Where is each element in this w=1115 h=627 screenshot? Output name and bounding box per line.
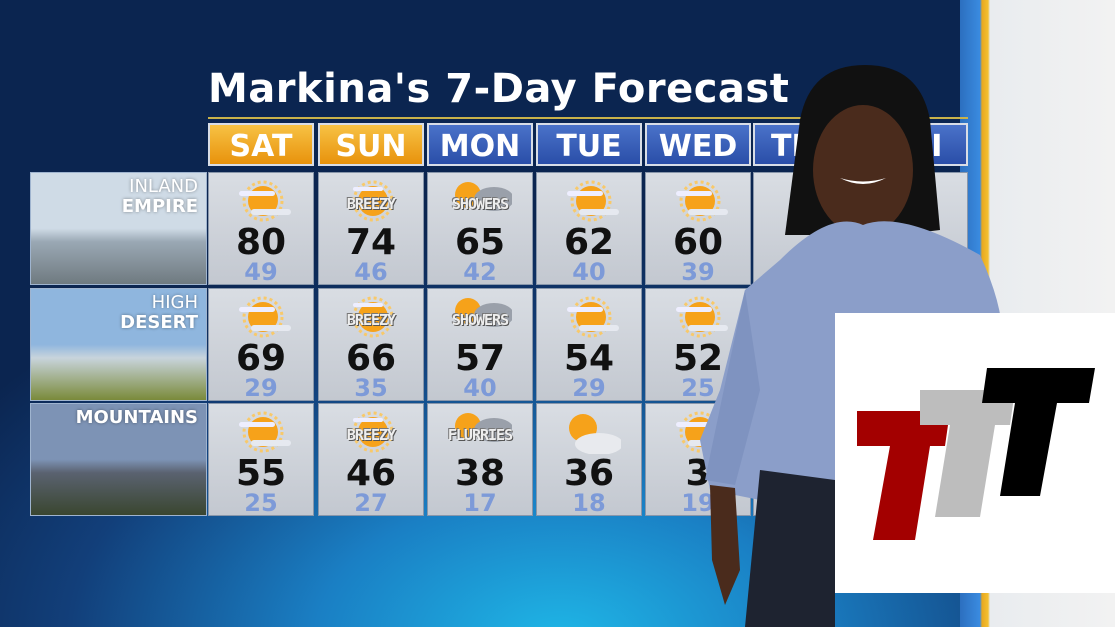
region-label: MOUNTAINS [76,408,198,428]
high-temp: 74 [345,222,397,263]
forecast-cell: BREEZY 66 35 [318,288,424,401]
forecast-cell: FLURRIES 38 17 [427,403,533,516]
region-high-desert: HIGH DESERT [30,288,207,401]
forecast-cell: 60 39 [645,172,751,285]
low-temp: 46 [354,258,388,286]
logo-gray-t [920,390,1015,517]
low-temp: 29 [572,374,606,402]
forecast-cell: 36 18 [536,403,642,516]
presenter-sleeve [705,290,760,485]
low-temp: 49 [244,258,278,286]
high-temp: 52 [672,338,724,379]
high-temp: 65 [454,222,506,263]
forecast-cell: SHOWERS 65 42 [427,172,533,285]
sun-clouds-icon [233,410,293,454]
breezy-sun-icon [343,179,403,223]
day-header-sat: SAT [208,123,314,166]
presenter-hand [710,485,740,605]
low-temp: 42 [463,258,497,286]
logo-black-t [982,368,1095,496]
breezy-sun-icon [343,295,403,339]
low-temp: 39 [681,258,715,286]
low-temp: 40 [572,258,606,286]
low-temp: 27 [354,489,388,517]
region-label-line2: EMPIRE [121,196,198,217]
sun-clouds-icon [561,179,621,223]
high-temp: 55 [235,453,287,494]
sun-clouds-icon [233,179,293,223]
high-temp: 60 [672,222,724,263]
region-label: INLAND EMPIRE [122,177,198,217]
region-label-line1: INLAND [129,176,198,197]
channel-logo [835,313,1115,593]
condition-label: BREEZY [346,311,396,329]
high-temp: 62 [563,222,615,263]
logo-red-t [857,411,950,540]
forecast-cell: 55 25 [208,403,314,516]
presenter-face [813,105,913,235]
region-label-line1: HIGH [151,292,198,313]
low-temp: 29 [244,374,278,402]
forecast-cell: 54 29 [536,288,642,401]
forecast-cell: BREEZY 46 27 [318,403,424,516]
sun-clouds-icon [233,295,293,339]
low-temp: 19 [681,489,715,517]
sun-clouds-icon [670,295,730,339]
high-temp: 38 [454,453,506,494]
condition-label: SHOWERS [451,311,509,329]
presenter-mouth [840,178,886,184]
presenter-pants [745,470,835,627]
title-divider [208,117,968,119]
high-temp: 80 [235,222,287,263]
forecast-cell: 80 49 [208,172,314,285]
breezy-sun-icon [343,410,403,454]
high-temp: 66 [345,338,397,379]
region-label: HIGH DESERT [120,293,198,333]
condition-label: FLURRIES [447,426,513,444]
high-temp: 57 [454,338,506,379]
low-temp: 18 [572,489,606,517]
low-temp: 25 [681,374,715,402]
day-header-wed: WED [645,123,751,166]
low-temp: 35 [354,374,388,402]
forecast-title: Markina's 7-Day Forecast [208,66,790,112]
region-label-line2: DESERT [120,312,198,333]
forecast-cell: 62 40 [536,172,642,285]
forecast-cell: SHOWERS 57 40 [427,288,533,401]
sun-clouds-icon [670,179,730,223]
forecast-cell: 69 29 [208,288,314,401]
region-inland-empire: INLAND EMPIRE [30,172,207,285]
sun-cloud-showers-icon [452,295,514,339]
day-header-mon: MON [427,123,533,166]
region-mountains: MOUNTAINS [30,403,207,516]
high-temp: 46 [345,453,397,494]
region-label-line2: MOUNTAINS [75,407,198,428]
sun-clouds-icon [561,295,621,339]
condition-label: BREEZY [346,195,396,213]
day-header-tue: TUE [536,123,642,166]
high-temp: 69 [235,338,287,379]
low-temp: 40 [463,374,497,402]
forecast-cell: BREEZY 74 46 [318,172,424,285]
day-header-sun: SUN [318,123,424,166]
condition-label: BREEZY [346,426,396,444]
high-temp: 54 [563,338,615,379]
low-temp: 25 [244,489,278,517]
condition-label: SHOWERS [451,195,509,213]
sun-cloud-flurries-icon [452,410,514,454]
partly-cloudy-icon [561,410,623,455]
low-temp: 17 [463,489,497,517]
high-temp: 36 [563,453,615,494]
sun-cloud-showers-icon [452,179,514,223]
